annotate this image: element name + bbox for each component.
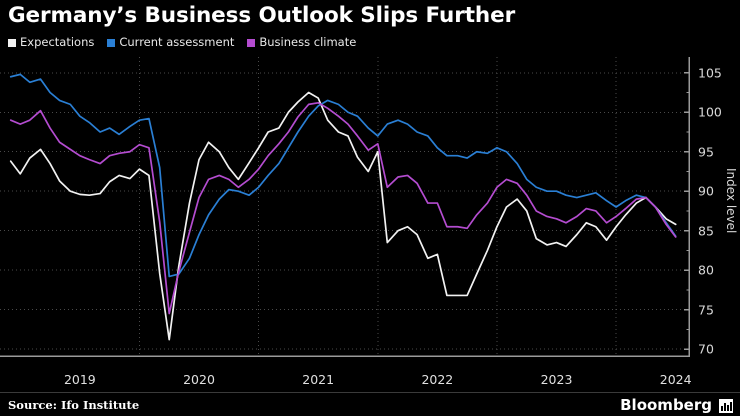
legend-item-expectations[interactable]: Expectations [8, 35, 95, 49]
legend-swatch-icon [8, 38, 16, 47]
legend-item-business-climate[interactable]: Business climate [247, 35, 357, 49]
plot-area [0, 57, 690, 357]
y-tick-label: 80 [698, 262, 714, 278]
series-line-expectations [9, 91, 677, 341]
x-tick-label: 2023 [540, 372, 573, 387]
y-tick-label: 90 [698, 183, 714, 199]
legend-item-label: Current assessment [119, 35, 235, 49]
x-tick-label: 2021 [302, 372, 335, 387]
series-line-current-assessment [9, 73, 677, 278]
bloomberg-logo-icon [719, 399, 733, 413]
y-tick-label: 70 [698, 341, 714, 357]
y-tick-label: 75 [698, 302, 714, 318]
footer-divider [0, 392, 740, 393]
x-tick-label: 2020 [183, 372, 215, 387]
x-tick-label: 2019 [63, 372, 96, 387]
x-tick-label: 2022 [421, 372, 454, 387]
legend-item-current-assessment[interactable]: Current assessment [107, 35, 235, 49]
chart-legend: Expectations Current assessment Business c… [8, 35, 357, 49]
y-tick-label: 95 [698, 144, 714, 160]
source-note: Source: Ifo Institute [8, 398, 140, 412]
legend-item-label: Business climate [259, 35, 357, 49]
bloomberg-wordmark: Bloomberg [620, 396, 712, 414]
legend-swatch-icon [107, 38, 116, 47]
y-tick-label: 105 [698, 65, 722, 81]
chart-title: Germany’s Business Outlook Slips Further [8, 3, 516, 28]
legend-swatch-icon [247, 38, 256, 47]
legend-item-label: Expectations [20, 35, 95, 49]
y-tick-label: 100 [698, 104, 722, 120]
y-tick-label: 85 [698, 223, 714, 239]
chart-plot-svg [0, 57, 690, 357]
x-tick-label: 2024 [659, 372, 692, 387]
series-line-business-climate [9, 101, 677, 315]
y-axis-title: Index level [724, 168, 738, 234]
